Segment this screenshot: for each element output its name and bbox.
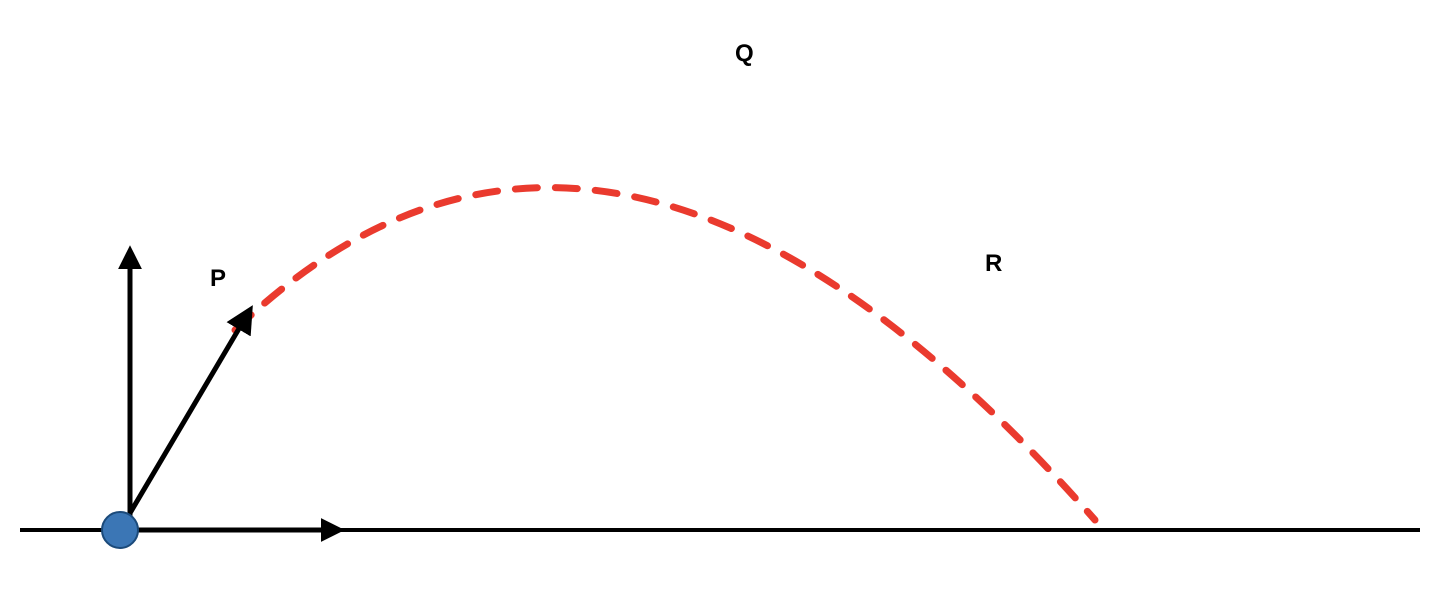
label-R: R bbox=[985, 250, 1002, 278]
diagram-container: P Q R bbox=[0, 0, 1440, 599]
projectile-diagram bbox=[0, 0, 1440, 599]
label-Q: Q bbox=[735, 40, 754, 68]
trajectory-arc bbox=[235, 188, 1095, 520]
label-P: P bbox=[210, 265, 226, 293]
velocity-vector bbox=[120, 310, 250, 530]
origin-ball bbox=[102, 512, 138, 548]
